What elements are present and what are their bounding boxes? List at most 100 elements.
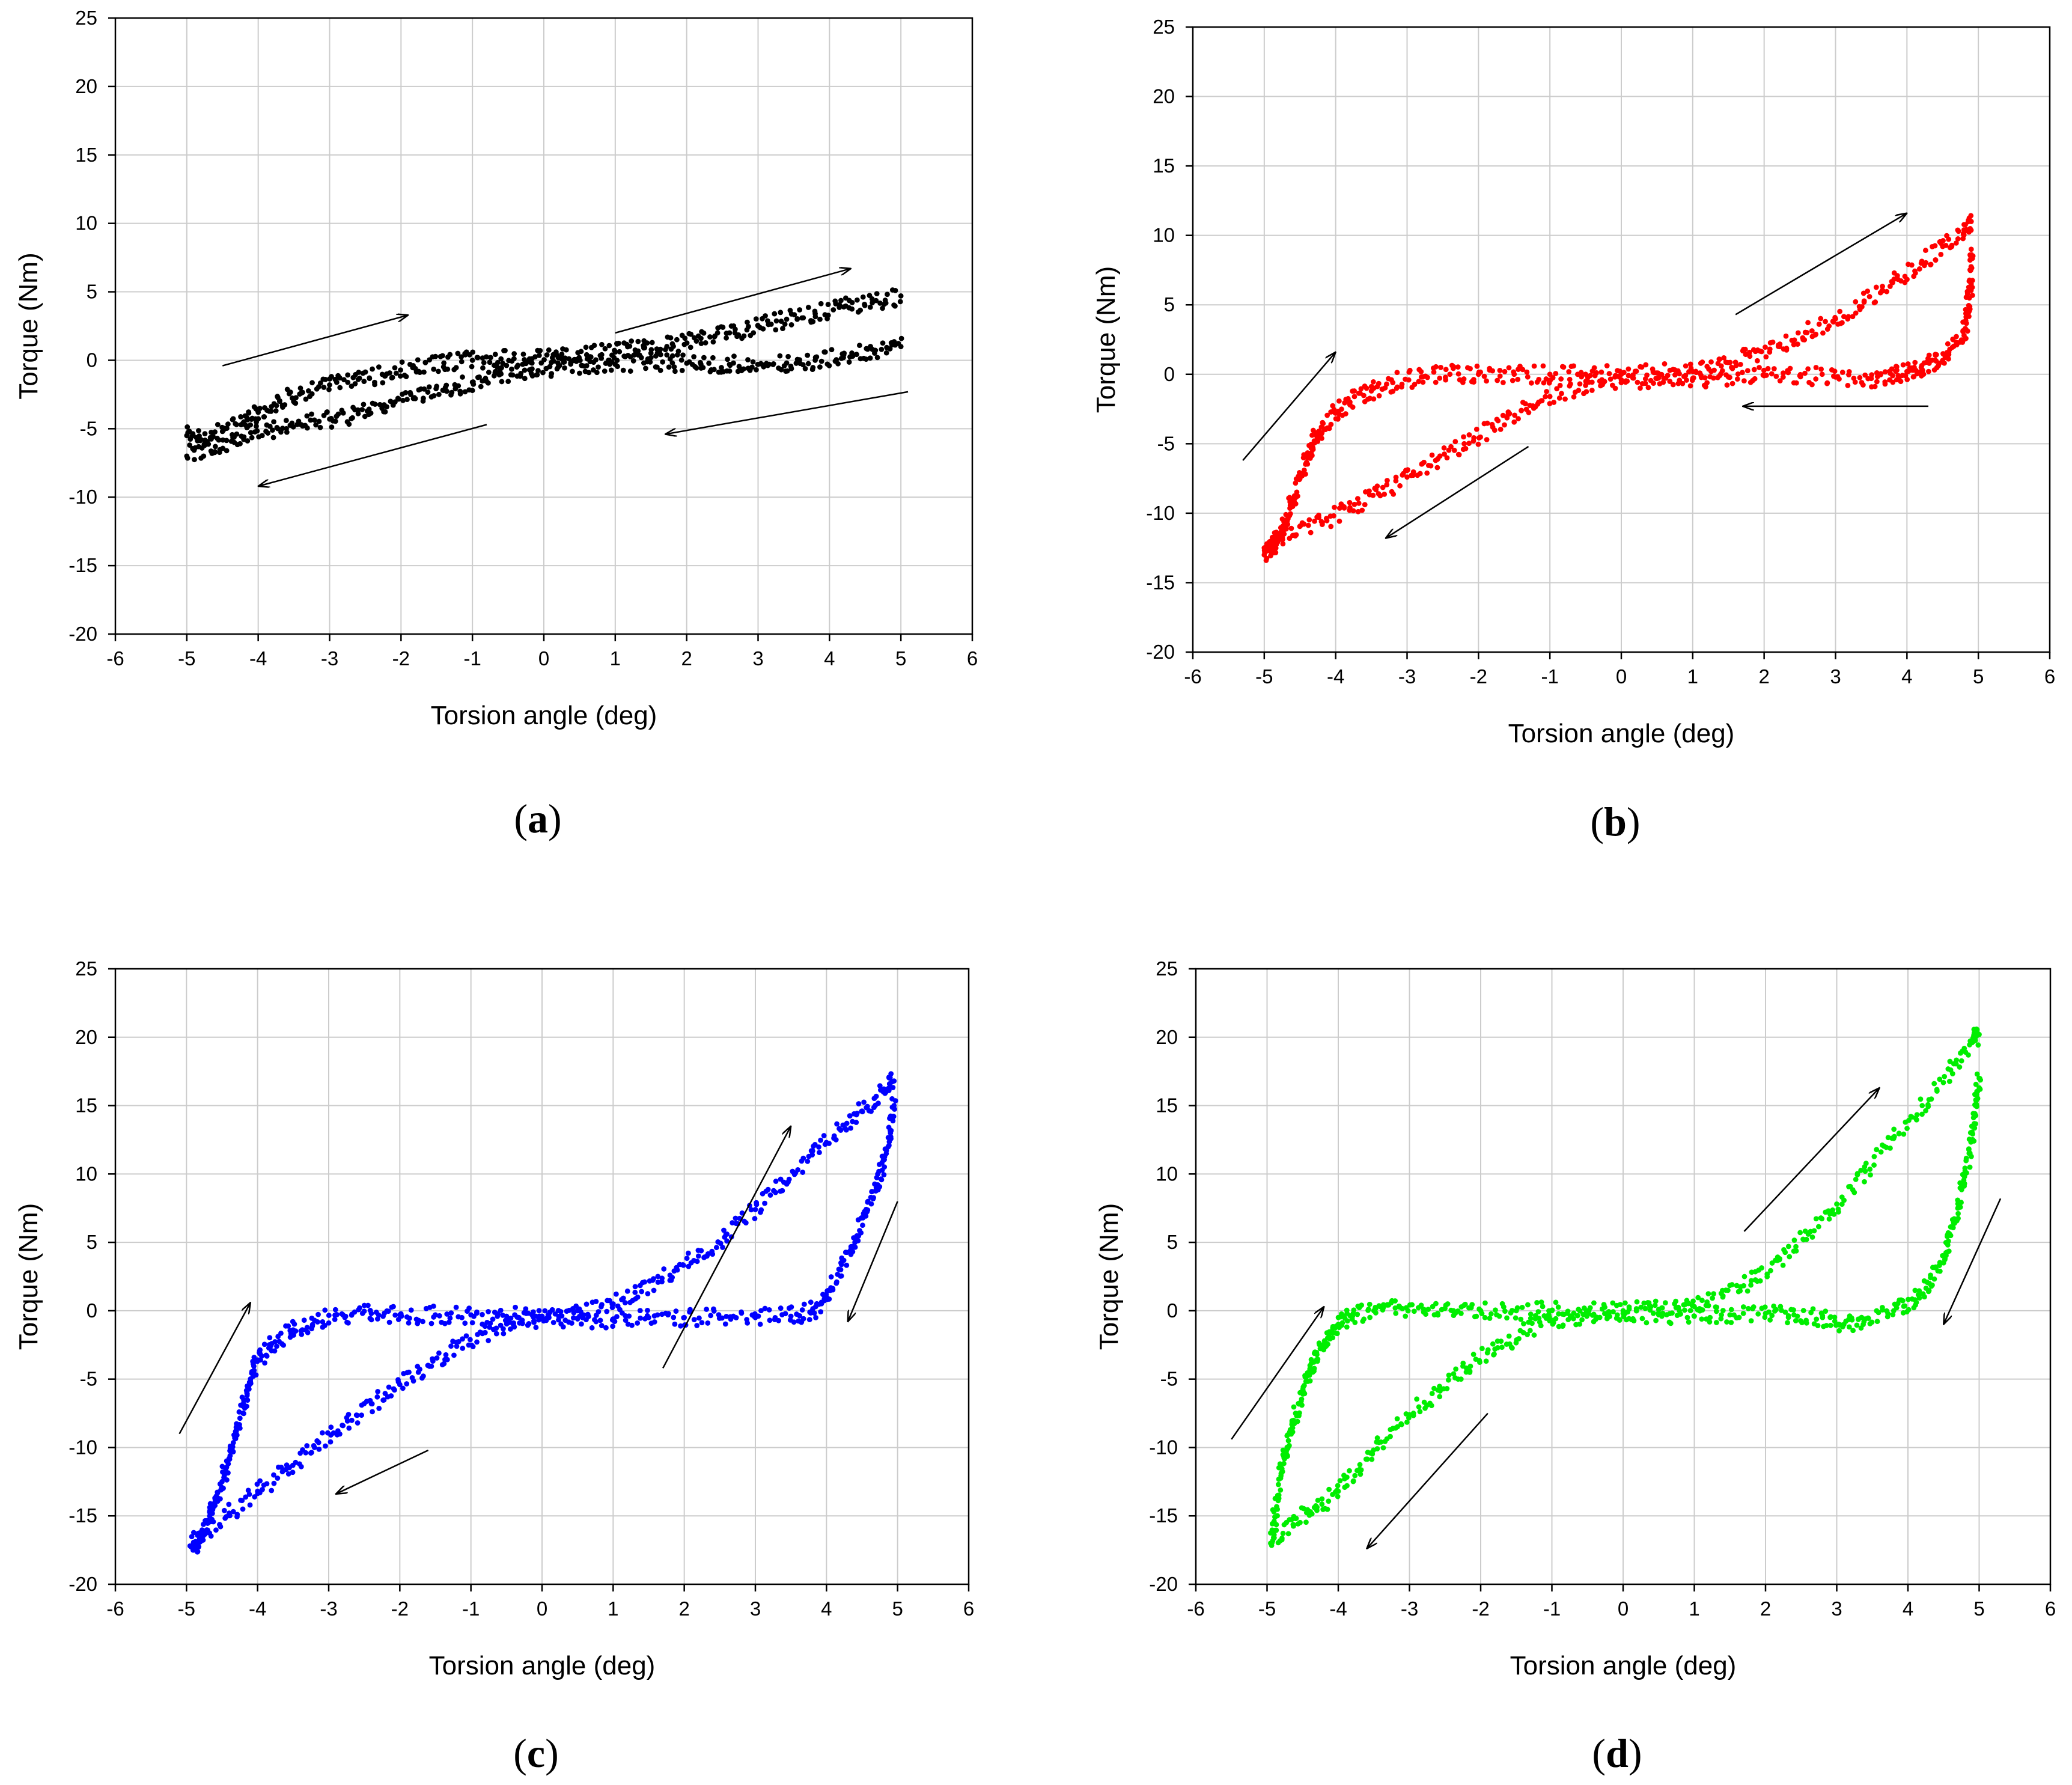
data-point (1558, 376, 1564, 382)
data-point (404, 397, 410, 402)
data-point (814, 1301, 820, 1307)
data-point (282, 402, 288, 407)
data-point (667, 1272, 673, 1278)
data-point (406, 1320, 412, 1326)
data-point (1698, 374, 1704, 380)
data-point (589, 1325, 595, 1331)
data-point (1747, 379, 1754, 385)
data-point (1319, 1496, 1325, 1502)
data-point (1490, 1341, 1496, 1347)
data-point (1579, 374, 1585, 380)
data-point (817, 1150, 822, 1155)
data-point (1556, 1311, 1562, 1317)
data-point (602, 368, 608, 374)
data-point (1711, 367, 1717, 373)
data-point (1882, 369, 1888, 375)
data-point (1447, 371, 1453, 377)
data-point (511, 1320, 517, 1326)
data-point (1947, 346, 1953, 352)
data-point (1741, 378, 1747, 384)
data-point (885, 291, 890, 298)
data-point (849, 300, 855, 305)
data-point (1955, 1205, 1961, 1211)
data-point (1776, 342, 1781, 348)
data-point (867, 355, 873, 361)
data-point (851, 1235, 856, 1240)
data-point (204, 1527, 210, 1533)
data-point (1892, 1301, 1898, 1307)
data-point (838, 1127, 844, 1133)
data-point (544, 352, 550, 358)
data-point (1423, 1311, 1428, 1317)
data-point (301, 1317, 307, 1323)
data-point (874, 291, 880, 297)
data-point (487, 1320, 493, 1326)
data-point (833, 1137, 839, 1143)
data-point (1478, 1308, 1484, 1314)
data-point (430, 1358, 436, 1364)
data-point (562, 365, 567, 371)
data-point (261, 1341, 267, 1347)
data-point (517, 1320, 522, 1326)
data-point (1647, 1307, 1653, 1313)
data-point (1591, 1300, 1597, 1306)
data-point (1581, 391, 1586, 397)
data-point (1690, 368, 1696, 374)
data-point (1900, 1310, 1906, 1316)
data-point (1692, 1313, 1697, 1319)
data-point (1962, 1171, 1968, 1177)
data-point (256, 434, 261, 440)
data-point (1482, 1314, 1488, 1320)
data-point (1868, 1172, 1873, 1178)
data-point (459, 354, 465, 360)
data-point (627, 343, 633, 349)
data-point (1303, 1519, 1309, 1525)
data-point (752, 1314, 758, 1320)
data-point (1968, 281, 1974, 287)
data-point (873, 1185, 879, 1191)
data-point (1672, 372, 1678, 378)
x-tick-label: 3 (1831, 1597, 1842, 1620)
data-point (213, 1527, 219, 1533)
data-point (478, 383, 484, 389)
data-point (234, 1514, 240, 1520)
data-point (1511, 419, 1517, 425)
data-point (492, 352, 498, 358)
data-point (1335, 1494, 1341, 1500)
data-point (885, 1135, 891, 1141)
data-point (212, 429, 218, 435)
data-point (355, 376, 361, 382)
data-point (448, 1343, 454, 1349)
data-point (684, 360, 690, 366)
data-point (1536, 376, 1542, 382)
data-point (1933, 257, 1939, 263)
data-point (276, 1464, 281, 1470)
data-point (1468, 1305, 1474, 1311)
y-tick-label: -20 (1146, 641, 1175, 663)
data-point (773, 1179, 779, 1184)
data-point (1757, 1278, 1763, 1284)
data-point (1293, 1411, 1299, 1416)
data-point (1547, 371, 1553, 377)
panel-a: -6 -5 -4 -3 -2 -1 0 1 2 3 4 5 6-20-15-10-50510152025… (14, 7, 978, 841)
data-point (329, 374, 334, 379)
data-point (1531, 363, 1537, 369)
data-point (229, 1447, 235, 1453)
data-point (701, 355, 707, 361)
data-point (1305, 522, 1311, 528)
data-point (1686, 1319, 1692, 1325)
data-point (1451, 447, 1457, 453)
data-point (1962, 1165, 1968, 1171)
data-point (867, 304, 873, 310)
data-point (1964, 309, 1970, 315)
data-point (255, 1488, 261, 1494)
data-point (1492, 1346, 1498, 1352)
data-point (415, 357, 421, 363)
x-tick-label: 1 (1689, 1597, 1699, 1620)
data-point (1307, 1369, 1313, 1375)
data-point (1365, 1450, 1371, 1455)
data-point (499, 379, 505, 385)
x-tick-label: -2 (1470, 665, 1487, 688)
x-tick-label: -6 (106, 1597, 124, 1620)
data-point (1592, 373, 1598, 379)
